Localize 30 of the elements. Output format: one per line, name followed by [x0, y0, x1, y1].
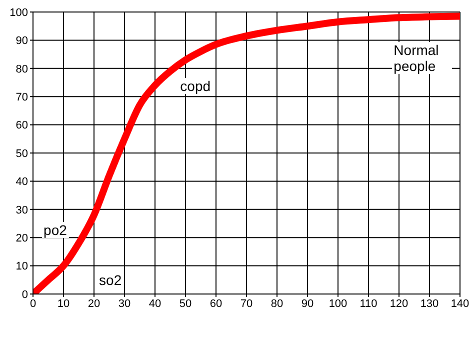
- y-tick-label: 10: [16, 260, 28, 273]
- x-tick-label: 60: [210, 298, 222, 310]
- y-tick-label: 30: [16, 204, 28, 216]
- x-tick-label: 0: [30, 298, 36, 310]
- x-tick-label: 50: [179, 298, 192, 310]
- annotation: so2: [97, 272, 124, 288]
- y-tick-label: 40: [16, 176, 28, 188]
- x-tick-label: 120: [390, 298, 408, 310]
- x-tick-label: 30: [118, 298, 131, 310]
- y-tick-label: 60: [16, 120, 28, 132]
- x-tick-label: 100: [328, 298, 348, 310]
- y-tick-label: 90: [16, 35, 28, 48]
- x-tick-label: 70: [240, 298, 253, 310]
- x-tick-label: 110: [360, 298, 378, 310]
- y-tick-label: 70: [16, 92, 28, 104]
- y-tick-label: 20: [16, 232, 28, 245]
- y-tick-label: 0: [22, 288, 28, 301]
- x-tick-label: 80: [270, 298, 284, 310]
- x-tick-label: 140: [450, 298, 470, 310]
- y-tick-label: 100: [10, 6, 28, 19]
- annotation: po2: [42, 222, 69, 238]
- x-tick-label: 90: [301, 298, 314, 310]
- annotation: copd: [178, 78, 213, 94]
- x-tick-label: 10: [57, 298, 70, 310]
- y-tick-label: 80: [16, 63, 28, 76]
- x-tick-label: 20: [88, 298, 100, 310]
- y-tick-label: 50: [16, 148, 28, 160]
- x-tick-label: 40: [148, 298, 162, 310]
- x-tick-label: 130: [420, 298, 439, 310]
- annotation: Normal people: [392, 42, 452, 74]
